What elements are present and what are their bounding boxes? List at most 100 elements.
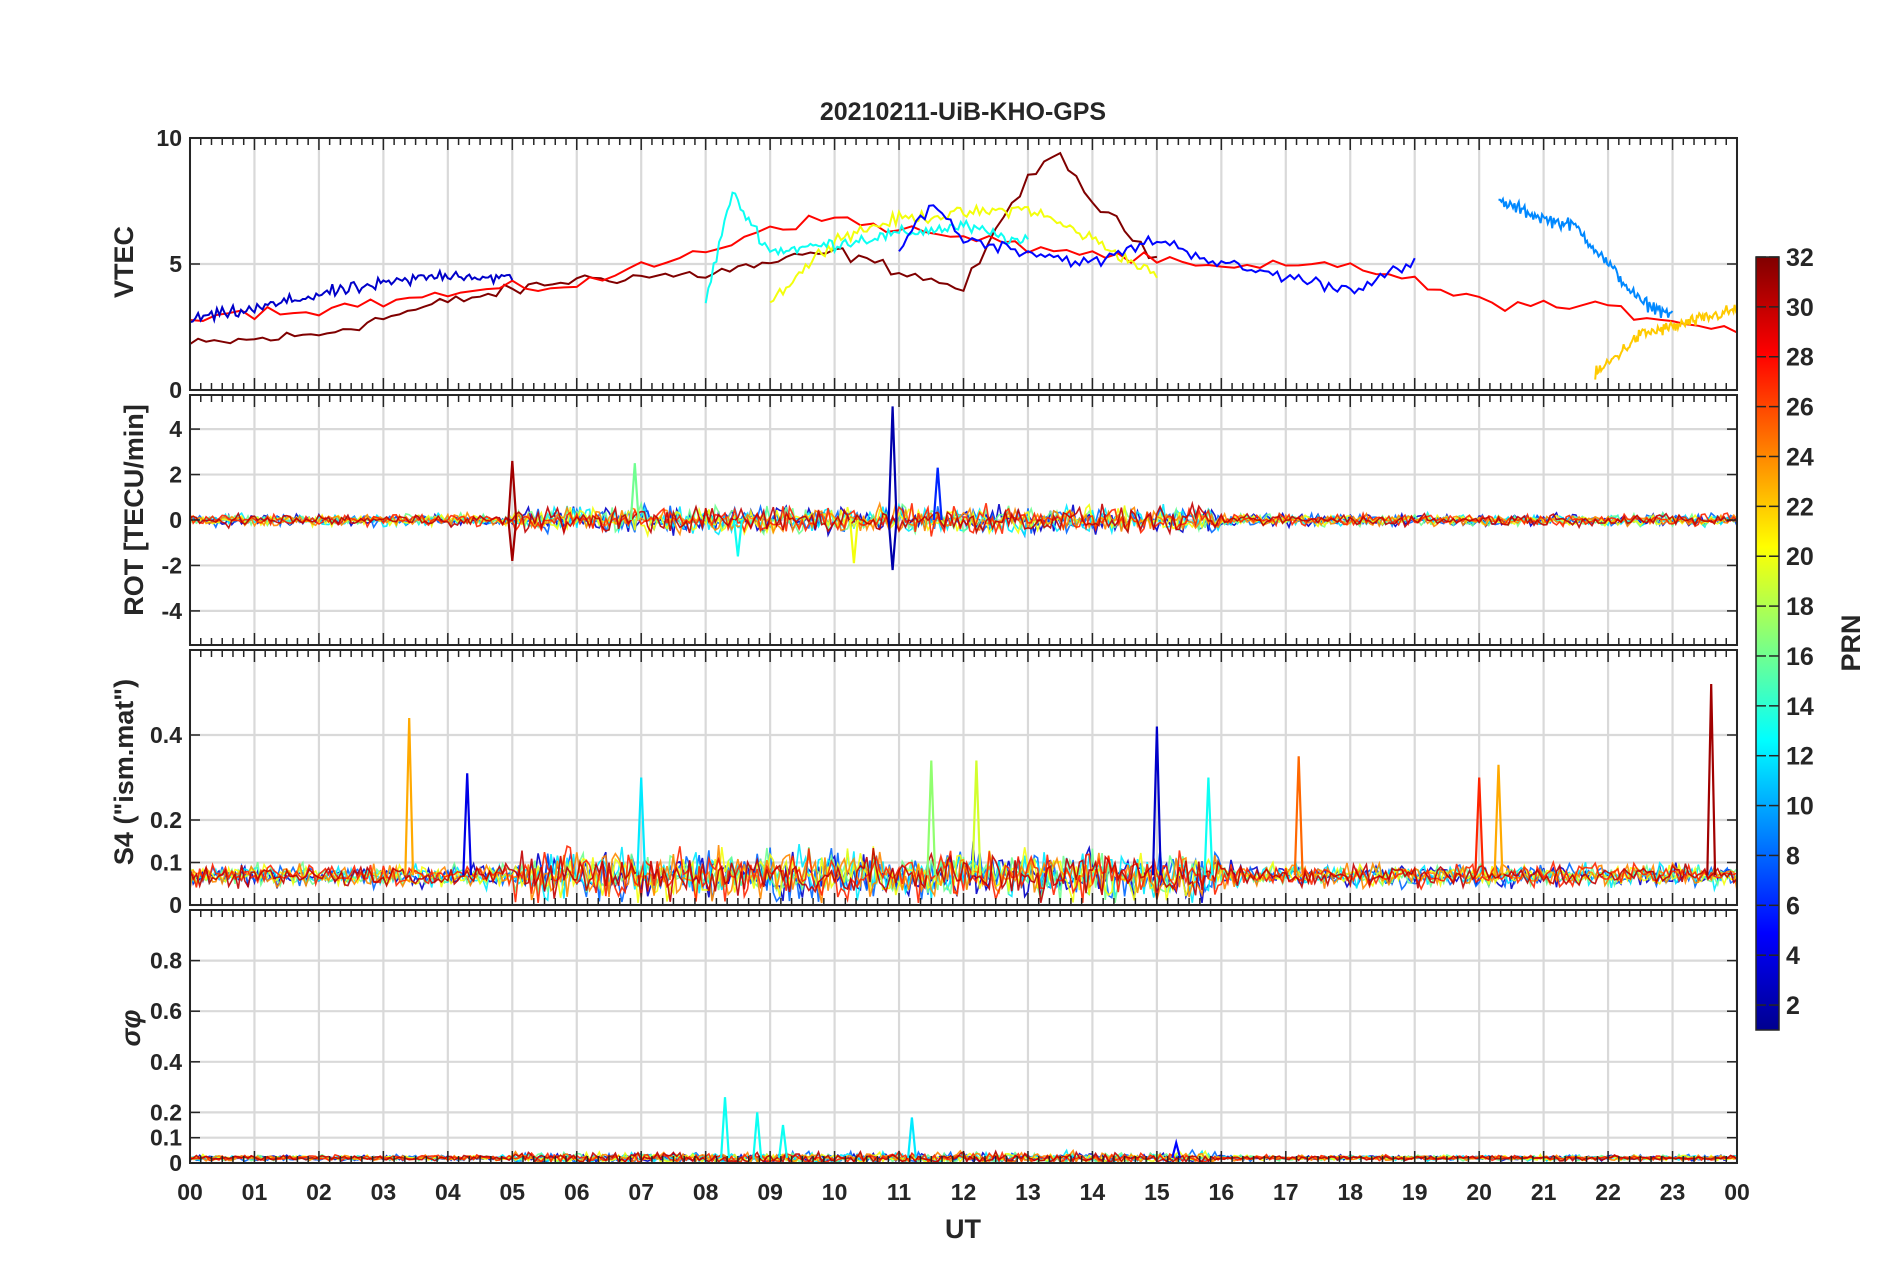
colorbar-tick-label: 6 [1786, 892, 1800, 920]
vtec-series-prn-9 [1498, 196, 1674, 318]
spike-prn-12 [636, 777, 647, 876]
x-tick-label: 23 [1660, 1179, 1686, 1205]
spike-prn-23 [404, 717, 415, 876]
trace-prn-24 [190, 500, 1737, 537]
vtec-ylabel: VTEC [109, 226, 139, 298]
y-tick-label: 0 [169, 377, 182, 403]
y-tick-label: 0.4 [150, 1049, 182, 1075]
chart-title: 20210211-UiB-KHO-GPS [820, 98, 1106, 126]
spike-prn-13 [752, 1112, 763, 1158]
trace-prn-27 [190, 503, 1737, 537]
colorbar-tick-label: 22 [1786, 493, 1814, 521]
vtec-series-prn-32 [190, 151, 1158, 345]
spike-prn-2 [887, 406, 898, 521]
y-tick-label: 0.4 [150, 722, 182, 748]
vtec-series-prn-22 [1594, 304, 1737, 380]
colorbar-tick-label: 32 [1786, 244, 1814, 272]
vtec-series-prn-5 [898, 204, 1416, 295]
y-tick-label: 0.6 [150, 998, 182, 1024]
spike-prn-31 [1706, 683, 1717, 876]
x-tick-label: 04 [435, 1179, 461, 1205]
colorbar-tick-label: 14 [1786, 693, 1814, 721]
vtec-series-prn-3 [190, 268, 514, 324]
trace-prn-27 [190, 845, 1737, 903]
trace-prn-30 [190, 500, 1737, 536]
x-tick-label: 19 [1402, 1179, 1428, 1205]
spike-prn-17 [926, 760, 937, 876]
spike-prn-6 [932, 467, 943, 521]
colorbar-tick-label: 28 [1786, 344, 1814, 372]
x-tick-label: 21 [1531, 1179, 1557, 1205]
y-tick-label: 5 [169, 251, 182, 277]
x-tick-label: 07 [628, 1179, 654, 1205]
y-tick-label: 0.1 [150, 1125, 182, 1151]
colorbar-tick-label: 4 [1786, 942, 1800, 970]
x-tick-label: 03 [371, 1179, 397, 1205]
colorbar-tick-label: 24 [1786, 443, 1814, 471]
x-tick-label: 18 [1337, 1179, 1363, 1205]
colorbar-tick-label: 2 [1786, 992, 1800, 1020]
spike-prn-23 [1493, 764, 1504, 876]
spike-prn-13 [1203, 777, 1214, 876]
spike-prn-20 [849, 519, 859, 564]
vtec-panel: 0 5 10 [156, 125, 1739, 403]
spike-prn-16 [629, 463, 640, 521]
x-tick-label: 12 [951, 1179, 977, 1205]
colorbar-tick-label: 8 [1786, 842, 1800, 870]
x-tick-labels: 00 01 02 03 04 05 06 07 08 09 10 11 12 13 14 15 16 17 18 19… [177, 1179, 1750, 1205]
vtec-series-prn-13 [704, 191, 1029, 304]
spike-prn-12 [907, 1117, 917, 1159]
series-group [190, 151, 1737, 380]
y-tick-label: 0.8 [150, 948, 182, 974]
x-tick-label: 17 [1273, 1179, 1299, 1205]
sigma-phi-panel: 00.10.2 0.4 0.6 0.8 [150, 909, 1739, 1176]
colorbar-tick-label: 26 [1786, 394, 1814, 422]
x-tick-label: 09 [757, 1179, 783, 1205]
y-tick-label: 0 [169, 892, 182, 918]
y-tick-label: -2 [162, 552, 182, 578]
x-tick-label: 05 [499, 1179, 525, 1205]
y-tick-label: 0.2 [150, 1099, 182, 1125]
spike-prn-19 [971, 760, 982, 876]
x-tick-label: 01 [242, 1179, 268, 1205]
x-tick-label: 20 [1466, 1179, 1492, 1205]
x-tick-label: 16 [1209, 1179, 1235, 1205]
trace-prn-24 [190, 845, 1737, 904]
x-tick-label: 00 [1724, 1179, 1750, 1205]
spike-prn-5 [1171, 1138, 1182, 1159]
spike-prn-25 [1293, 756, 1304, 876]
x-tick-label: 10 [822, 1179, 848, 1205]
x-tick-label: 08 [693, 1179, 719, 1205]
s4-ylabel: S4 ("ism.mat") [109, 679, 139, 865]
colorbar-tick-label: 16 [1786, 643, 1814, 671]
y-tick-label: -4 [162, 598, 183, 624]
y-tick-label: 0 [169, 1150, 182, 1176]
series-group [190, 406, 1737, 571]
colorbar-tick-label: 12 [1786, 743, 1814, 771]
x-tick-label: 11 [887, 1179, 912, 1205]
y-tick-label: 0.1 [150, 850, 182, 876]
vtec-series-prn-20 [769, 203, 1158, 304]
colorbar-tick-label: 10 [1786, 793, 1814, 821]
x-tick-label: 00 [177, 1179, 203, 1205]
x-tick-label: 14 [1080, 1179, 1106, 1205]
rot-ylabel: ROT [TECU/min] [119, 404, 149, 615]
x-tick-label: 15 [1144, 1179, 1170, 1205]
colorbar-label: PRN [1836, 614, 1866, 671]
vtec-series-prn-28 [190, 214, 1737, 334]
x-tick-label: 02 [306, 1179, 332, 1205]
rot-panel: -4 -2 0 2 4 [162, 394, 1739, 646]
colorbar-tick-label: 30 [1786, 294, 1814, 322]
y-tick-label: 4 [169, 416, 182, 442]
x-tick-label: 22 [1595, 1179, 1621, 1205]
sigma-phi-ylabel: σφ [116, 1010, 146, 1047]
y-tick-label: 0 [169, 507, 182, 533]
colorbar-tick-label: 20 [1786, 543, 1814, 571]
y-tick-label: 10 [156, 125, 182, 151]
spike-prn-13 [732, 519, 743, 557]
trace-prn-30 [190, 847, 1737, 903]
colorbar-tick-label: 18 [1786, 593, 1814, 621]
s4-panel: 0 0.1 0.2 0.4 [150, 649, 1739, 918]
